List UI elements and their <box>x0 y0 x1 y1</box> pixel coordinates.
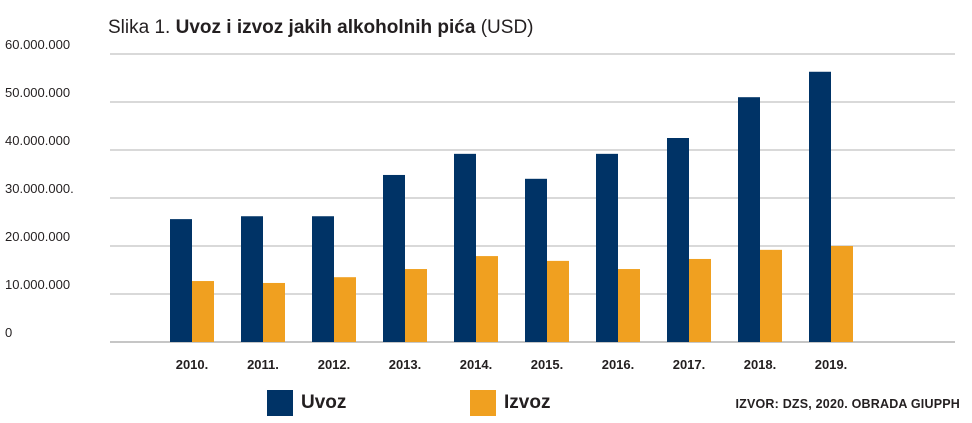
bar-izvoz <box>263 282 285 342</box>
x-tick-label: 2016. <box>602 357 635 372</box>
bar-izvoz <box>618 269 640 342</box>
bar-uvoz <box>454 153 476 342</box>
chart-title-unit: (USD) <box>480 17 534 38</box>
legend-item-izvoz: Izvoz <box>470 390 550 416</box>
x-tick-label: 2014. <box>460 357 493 372</box>
x-tick-label: 2018. <box>744 357 777 372</box>
y-tick-label: 10.000.000 <box>5 277 70 292</box>
source-note: IZVOR: DZS, 2020. OBRADA GIUPPH <box>735 397 960 411</box>
bar-izvoz <box>831 246 853 342</box>
bar-uvoz <box>170 219 192 342</box>
x-tick-label: 2010. <box>176 357 209 372</box>
bar-uvoz <box>383 174 405 342</box>
bar-uvoz <box>241 216 263 342</box>
x-tick-label: 2012. <box>318 357 351 372</box>
legend-label-izvoz: Izvoz <box>504 392 551 413</box>
legend-label-uvoz: Uvoz <box>301 392 347 413</box>
bar-izvoz <box>689 258 711 342</box>
bar-izvoz <box>192 281 214 342</box>
legend-swatch-izvoz <box>470 390 496 416</box>
legend-item-uvoz: Uvoz <box>267 390 346 416</box>
figure-number: Slika 1. <box>108 17 171 38</box>
bar-uvoz <box>596 153 618 342</box>
bar-uvoz <box>667 138 689 342</box>
bar-uvoz <box>809 71 831 342</box>
y-tick-label: 30.000.000. <box>5 181 74 196</box>
y-tick-label: 50.000.000 <box>5 85 70 100</box>
y-tick-label: 60.000.000 <box>5 37 70 52</box>
x-tick-label: 2011. <box>247 357 279 372</box>
bar-uvoz <box>525 178 547 342</box>
bar-uvoz <box>312 216 334 342</box>
legend-swatch-uvoz <box>267 390 293 416</box>
bar-izvoz <box>476 256 498 342</box>
y-tick-label: 20.000.000 <box>5 229 70 244</box>
x-tick-label: 2019. <box>815 357 848 372</box>
x-tick-label: 2015. <box>531 357 564 372</box>
chart-title-main: Uvoz i izvoz jakih alkoholnih pića <box>175 17 476 38</box>
x-tick-label: 2013. <box>389 357 422 372</box>
bar-izvoz <box>334 277 356 342</box>
bar-izvoz <box>760 249 782 342</box>
y-tick-label: 0 <box>5 325 12 340</box>
chart-title: Slika 1. Uvoz i izvoz jakih alkoholnih p… <box>108 15 534 41</box>
bar-izvoz <box>405 269 427 342</box>
bar-izvoz <box>547 260 569 342</box>
bar-uvoz <box>738 97 760 342</box>
x-tick-label: 2017. <box>673 357 706 372</box>
y-tick-label: 40.000.000 <box>5 133 70 148</box>
